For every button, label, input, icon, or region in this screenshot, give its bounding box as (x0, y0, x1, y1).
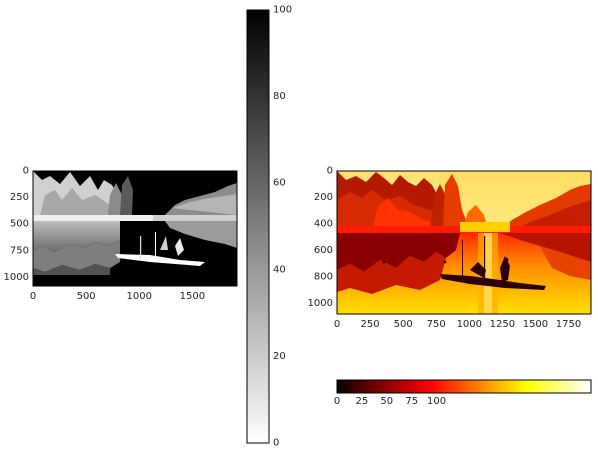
x-tick-label: 1000 (127, 291, 152, 302)
y-tick-label: 1000 (308, 298, 333, 309)
x-tick-label: 500 (394, 319, 413, 330)
y-tick-label: 400 (314, 218, 333, 229)
y-tick-label: 200 (314, 192, 333, 203)
colorbar-tick-label: 20 (273, 351, 286, 362)
left-colorbar-gradient (247, 10, 269, 443)
colorbar-tick-label: 80 (273, 91, 286, 102)
right-colorbar-tick-labels: 0 25 50 75 100 (334, 396, 446, 407)
x-tick-label: 1750 (556, 319, 581, 330)
left-colorbar: 0 20 40 60 80 100 (246, 5, 292, 449)
colorbar-tick-label: 0 (334, 396, 340, 407)
y-tick-label: 750 (10, 245, 29, 256)
colorbar-tick-label: 40 (273, 264, 286, 275)
x-tick-label: 0 (30, 291, 36, 302)
y-tick-label: 600 (314, 245, 333, 256)
y-tick-label: 800 (314, 271, 333, 282)
left-y-tick-labels: 0 250 500 750 1000 (4, 166, 29, 283)
x-tick-label: 250 (361, 319, 380, 330)
colorbar-tick-label: 50 (380, 396, 393, 407)
x-tick-label: 1500 (523, 319, 548, 330)
y-tick-label: 1000 (4, 272, 29, 283)
right-y-tick-labels: 0 200 400 600 800 1000 (308, 166, 333, 309)
x-tick-label: 750 (427, 319, 446, 330)
x-tick-label: 1500 (180, 291, 205, 302)
y-tick-label: 250 (10, 192, 29, 203)
right-axes: 0 250 500 750 1000 1250 1500 1750 0 200 400 600 800… (308, 166, 592, 330)
left-heatmap-image (33, 171, 237, 286)
right-colorbar: 0 25 50 75 100 (334, 379, 592, 407)
colorbar-tick-label: 75 (405, 396, 418, 407)
y-tick-label: 0 (23, 166, 29, 177)
colorbar-tick-label: 25 (356, 396, 369, 407)
right-colorbar-gradient (337, 380, 591, 393)
y-tick-label: 500 (10, 219, 29, 230)
colorbar-tick-label: 100 (273, 5, 292, 16)
left-colorbar-tick-labels: 0 20 40 60 80 100 (273, 5, 292, 449)
right-x-tick-labels: 0 250 500 750 1000 1250 1500 1750 (334, 319, 581, 330)
x-tick-label: 0 (334, 319, 340, 330)
right-heatmap-image (337, 171, 591, 314)
x-tick-label: 1000 (457, 319, 482, 330)
left-axes: 0 500 1000 1500 0 250 500 750 1000 (4, 166, 238, 302)
colorbar-tick-label: 60 (273, 178, 286, 189)
y-tick-label: 0 (327, 166, 333, 177)
x-tick-label: 1250 (490, 319, 515, 330)
colorbar-tick-label: 100 (427, 396, 446, 407)
colorbar-tick-label: 0 (273, 438, 279, 449)
left-x-tick-labels: 0 500 1000 1500 (30, 291, 205, 302)
x-tick-label: 500 (77, 291, 96, 302)
